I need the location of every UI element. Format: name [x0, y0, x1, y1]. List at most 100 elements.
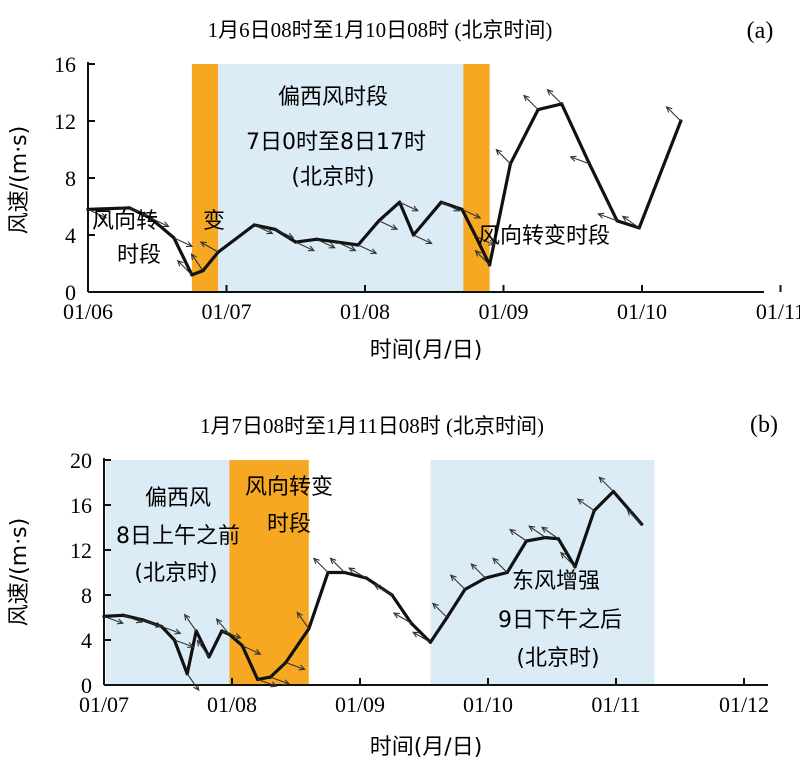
panel-b-label: (b)	[750, 412, 778, 438]
wind-arrow	[475, 235, 496, 246]
y-tick-label: 16	[70, 493, 92, 518]
wind-arrow-head	[373, 584, 381, 591]
panel-b-xlabel: 时间(月/日)	[370, 735, 483, 760]
wind-arrow-head	[349, 245, 357, 252]
panel-b-ylabel: 风速/(m·s)	[7, 518, 32, 626]
wind-arrow	[399, 201, 419, 212]
wind-arrow-head	[190, 253, 197, 261]
wind-arrow	[449, 574, 466, 590]
wind-arrow-shaft	[622, 215, 640, 229]
wind-arrow-head	[116, 618, 124, 625]
panel-a-note-transition-1-l1: 风向转	[92, 209, 158, 234]
wind-arrow	[495, 148, 511, 165]
wind-arrow-head	[370, 248, 378, 255]
wind-arrow	[257, 678, 278, 688]
wind-arrow-head	[254, 649, 262, 655]
wind-arrow-head	[270, 681, 278, 688]
wind-arrow-shaft	[475, 250, 491, 266]
wind-arrow	[285, 661, 306, 671]
wind-arrow	[150, 217, 170, 227]
x-tick-label: 01/06	[63, 299, 113, 324]
wind-arrow-shaft	[186, 673, 200, 691]
wind-arrow-head	[215, 618, 223, 626]
wind-arrow-shaft	[174, 639, 194, 648]
y-tick-label: 4	[81, 628, 92, 653]
wind-arrow-head	[196, 639, 203, 647]
panel-a-axes: 0 4 8 12 16 01/06 01/07 01/08 01/09 01/10 01/11	[54, 52, 800, 324]
wind-arrow	[576, 498, 595, 512]
wind-arrow-head	[621, 215, 629, 222]
wind-arrow-shaft	[461, 208, 481, 219]
wind-arrow	[560, 551, 576, 568]
wind-arrow-shaft	[103, 615, 123, 624]
wind-arrow-head	[474, 212, 482, 219]
wind-arrow-head	[411, 631, 420, 638]
wind-arrow-shaft	[313, 557, 329, 573]
y-tick-label: 12	[54, 109, 76, 134]
y-tick-label: 0	[65, 280, 76, 305]
wind-arrow-shaft	[440, 201, 460, 212]
wind-arrow	[129, 207, 149, 218]
wind-arrow-head	[540, 526, 548, 533]
wind-arrow-shaft	[528, 525, 546, 539]
wind-arrow-head	[487, 239, 496, 246]
wind-arrow-shaft	[330, 557, 346, 573]
wind-arrow	[523, 94, 539, 110]
wind-arrow	[626, 509, 642, 525]
wind-arrow-shaft	[598, 476, 614, 492]
panel-a-note-westerly-l1: 偏西风时段	[278, 85, 388, 110]
wind-arrow-head	[470, 563, 478, 570]
wind-arrow	[295, 241, 316, 252]
wind-arrow-head	[100, 212, 108, 219]
wind-arrow-head	[174, 628, 182, 635]
wind-arrow	[432, 602, 448, 618]
wind-arrow	[474, 249, 491, 266]
panel-a-title: 1月6日08时至1月10日08时 (北京时间)	[208, 18, 553, 42]
wind-arrow-shaft	[184, 614, 197, 632]
wind-arrow-shaft	[666, 106, 682, 122]
wind-arrow-head	[665, 106, 673, 113]
wind-arrow-shaft	[200, 241, 219, 253]
wind-arrow-shaft	[470, 563, 486, 579]
wind-arrow-shaft	[177, 260, 193, 276]
panel-a-note-westerly-l2: 7日0时至8日17时	[246, 130, 426, 155]
wind-arrow-head	[432, 602, 439, 610]
wind-arrow-shaft	[87, 208, 107, 219]
wind-arrow-shaft	[357, 244, 377, 254]
wind-arrow-shaft	[374, 584, 393, 596]
x-tick-label: 01/07	[79, 692, 129, 717]
wind-arrow	[296, 611, 310, 630]
wind-arrow	[87, 208, 108, 219]
wind-arrow-shaft	[577, 498, 595, 512]
y-tick-label: 4	[65, 223, 76, 248]
wind-arrow	[270, 676, 291, 686]
x-tick-label: 01/09	[335, 692, 385, 717]
x-tick-label: 01/07	[201, 299, 251, 324]
panel-a-note-transition-1-l3: 时段	[117, 243, 161, 268]
wind-arrow-head	[453, 205, 461, 212]
wind-arrow	[569, 155, 590, 165]
wind-arrow	[621, 215, 640, 229]
wind-arrow-shaft	[412, 631, 431, 643]
wind-arrow	[221, 630, 242, 639]
wind-arrow-shaft	[560, 552, 576, 568]
wind-arrow-shaft	[378, 220, 398, 230]
wind-arrow	[253, 224, 274, 235]
wind-arrow-shaft	[541, 526, 559, 540]
wind-arrow-shaft	[475, 235, 495, 246]
panel-a-bands	[191, 64, 490, 292]
y-tick-label: 16	[54, 52, 76, 77]
series-line-0	[102, 489, 644, 682]
x-tick-label: 01/11	[756, 299, 800, 324]
wind-arrow	[313, 557, 329, 573]
panel-a-note-westerly-l3: (北京时)	[291, 165, 374, 190]
panel-b-note-transition-l2: 时段	[267, 512, 311, 537]
wind-arrow-shaft	[197, 640, 210, 658]
wind-arrow-head	[135, 617, 144, 624]
wind-arrow-shaft	[173, 237, 193, 247]
wind-arrow-head	[523, 94, 530, 102]
wind-arrow	[440, 201, 461, 212]
wind-arrow-head	[569, 155, 577, 162]
wind-arrow-shaft	[316, 238, 335, 249]
